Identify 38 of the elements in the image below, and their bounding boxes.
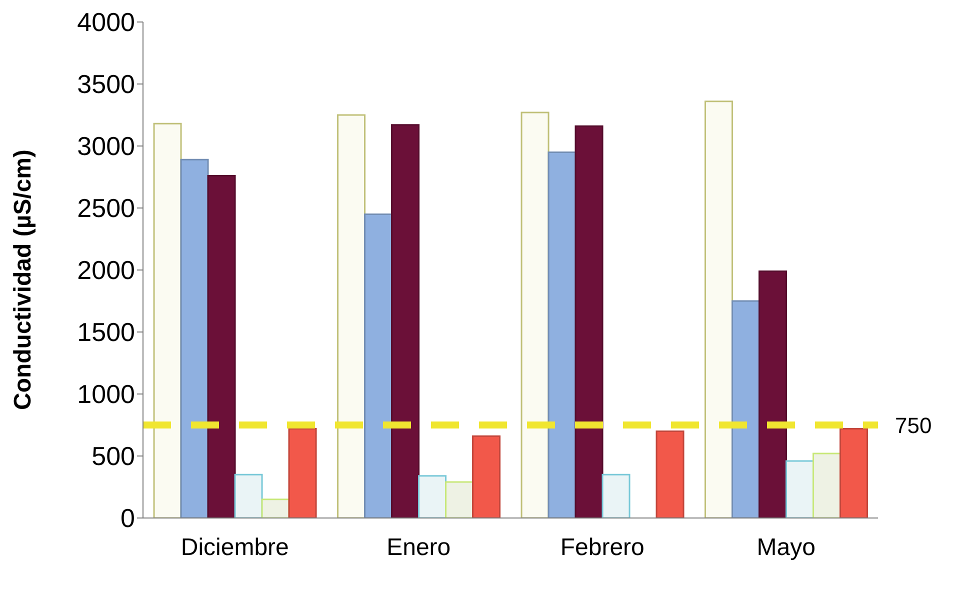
bar bbox=[472, 435, 501, 518]
y-tick-label: 500 bbox=[92, 441, 135, 472]
bar bbox=[337, 114, 366, 518]
y-tick-label: 4000 bbox=[77, 7, 135, 38]
y-tick-label: 1000 bbox=[77, 379, 135, 410]
x-tick-label: Febrero bbox=[560, 534, 644, 562]
bar bbox=[656, 430, 684, 518]
y-tick-label: 0 bbox=[120, 503, 135, 534]
x-tick-label: Mayo bbox=[756, 534, 816, 562]
y-tick-label: 2500 bbox=[77, 193, 135, 224]
bar bbox=[758, 270, 788, 518]
bar bbox=[574, 125, 604, 518]
bar bbox=[261, 498, 290, 518]
bar bbox=[840, 428, 868, 518]
ref-line-label: 750 bbox=[895, 412, 932, 438]
bar bbox=[602, 474, 630, 518]
bar bbox=[364, 213, 393, 518]
bar bbox=[704, 100, 734, 518]
y-tick-label: 1500 bbox=[77, 317, 135, 348]
y-tick-label: 3500 bbox=[77, 69, 135, 100]
bar bbox=[207, 175, 236, 518]
y-tick-label: 2000 bbox=[77, 255, 135, 286]
bar bbox=[786, 460, 814, 518]
bar bbox=[520, 112, 550, 518]
bar bbox=[732, 300, 760, 518]
x-tick-label: Diciembre bbox=[180, 534, 289, 562]
x-tick-label: Enero bbox=[386, 534, 451, 562]
bar bbox=[418, 475, 447, 518]
bar bbox=[153, 122, 182, 518]
y-tick-label: 3000 bbox=[77, 131, 135, 162]
bar bbox=[548, 151, 576, 518]
bar bbox=[234, 474, 263, 518]
y-axis-title: Conductividad (µS/cm) bbox=[10, 149, 37, 410]
bar bbox=[391, 124, 420, 518]
bar bbox=[812, 452, 842, 518]
bar bbox=[180, 158, 209, 518]
bar bbox=[288, 428, 317, 518]
bar bbox=[445, 481, 474, 518]
